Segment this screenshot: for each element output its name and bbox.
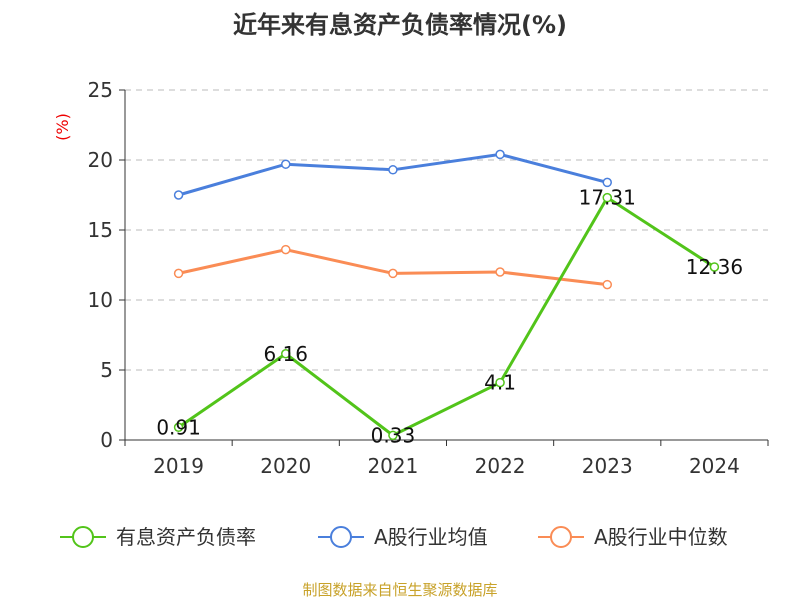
y-tick-label: 10 xyxy=(88,288,113,312)
data-point xyxy=(602,192,612,203)
data-point xyxy=(495,377,505,388)
footer-source: 制图数据来自恒生聚源数据库 xyxy=(302,581,497,599)
data-point xyxy=(709,262,720,272)
x-tick-label: 2023 xyxy=(582,454,633,478)
data-point xyxy=(281,159,291,169)
y-tick-label: 5 xyxy=(100,358,113,382)
data-point xyxy=(173,268,184,279)
data-point xyxy=(281,349,291,359)
data-point xyxy=(495,267,505,277)
series-line xyxy=(177,195,716,438)
data-point xyxy=(388,268,398,279)
legend-marker xyxy=(550,526,572,548)
data-label: 0.91 xyxy=(156,415,201,439)
chart-title: 近年来有息资产负债率情况(%) xyxy=(233,11,567,39)
x-tick-label: 2024 xyxy=(689,454,740,478)
x-tick-label: 2020 xyxy=(260,454,311,478)
x-tick-label: 2019 xyxy=(153,454,204,478)
data-point xyxy=(602,279,612,290)
data-label: 6.16 xyxy=(263,342,308,366)
legend-label: 有息资产负债率 xyxy=(116,525,256,549)
data-point xyxy=(495,149,505,160)
data-point xyxy=(173,190,184,200)
data-label: 4.1 xyxy=(484,371,516,395)
x-tick-label: 2022 xyxy=(475,454,526,478)
legend-label: A股行业均值 xyxy=(374,525,488,549)
data-point xyxy=(388,430,398,441)
y-tick-label: 15 xyxy=(88,218,113,242)
data-point xyxy=(388,165,398,175)
legend-label: A股行业中位数 xyxy=(594,525,728,549)
y-tick-label: 20 xyxy=(88,148,113,172)
legend-marker xyxy=(72,526,94,548)
legend-marker xyxy=(330,526,352,548)
y-tick-label: 0 xyxy=(100,428,113,452)
data-label: 17.31 xyxy=(579,186,636,210)
data-label: 12.36 xyxy=(686,255,743,279)
data-point xyxy=(281,244,291,255)
data-point xyxy=(602,177,612,188)
series-line xyxy=(178,248,608,287)
x-tick-label: 2021 xyxy=(367,454,418,478)
y-axis-label: (%) xyxy=(53,113,72,141)
data-point xyxy=(173,422,184,433)
data-label: 0.33 xyxy=(371,423,416,447)
y-tick-label: 25 xyxy=(88,78,113,102)
